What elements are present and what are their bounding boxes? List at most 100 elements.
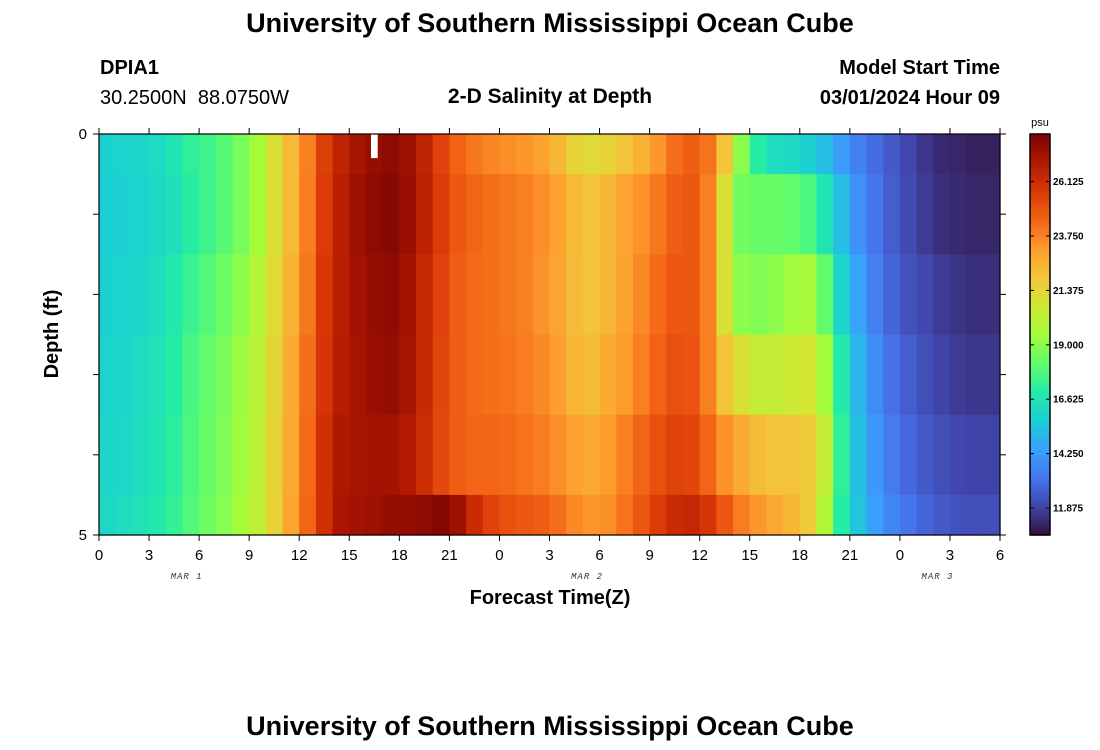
colorbar-segment (1030, 451, 1050, 456)
x-tick-label: 3 (145, 547, 153, 564)
x-tick-label: 9 (245, 547, 253, 564)
colorbar-segment (1030, 367, 1050, 372)
heatmap-cell (899, 494, 918, 536)
heatmap-cell (215, 134, 234, 175)
heatmap-cell (899, 254, 918, 336)
colorbar-segment (1030, 137, 1050, 142)
heatmap-cell (449, 334, 467, 416)
colorbar-segment (1030, 484, 1050, 489)
heatmap-cell (499, 254, 517, 336)
x-tick-label: 18 (391, 547, 408, 564)
colorbar-segment (1030, 528, 1050, 533)
heatmap-cell (382, 414, 400, 496)
heatmap-cell (666, 334, 684, 416)
heatmap-cell (332, 494, 350, 536)
heatmap-cell (716, 414, 734, 496)
page-title: University of Southern Mississippi Ocean… (246, 8, 854, 38)
heatmap-cell (849, 254, 868, 336)
colorbar-segment (1030, 317, 1050, 322)
heatmap-cell (199, 254, 217, 336)
heatmap-cell (749, 334, 768, 416)
heatmap-cell (649, 414, 667, 496)
heatmap-cell (232, 334, 250, 416)
heatmap-cell (532, 334, 551, 416)
heatmap-cell (733, 134, 751, 175)
heatmap-cell (482, 174, 501, 255)
colorbar-segment (1030, 374, 1050, 379)
heatmap-cell (466, 134, 484, 175)
heatmap-cell (916, 134, 934, 175)
heatmap-cell (182, 134, 200, 175)
heatmap-cell (499, 334, 517, 416)
x-tick-label: 21 (441, 547, 458, 564)
colorbar-segment (1030, 418, 1050, 422)
colorbar-segment (1030, 244, 1050, 249)
colorbar-segment (1030, 504, 1050, 509)
heatmap-cell (466, 334, 484, 416)
colorbar-segment (1030, 468, 1050, 473)
heatmap-cell (282, 174, 300, 255)
heatmap-cell (749, 414, 768, 496)
colorbar-segment (1030, 478, 1050, 483)
heatmap-cell (532, 254, 551, 336)
colorbar-segment (1030, 411, 1050, 416)
heatmap-cell (265, 254, 284, 336)
heatmap-cell (849, 334, 868, 416)
heatmap-cell (582, 134, 601, 175)
heatmap-cell (165, 334, 184, 416)
heatmap-cell (199, 174, 217, 255)
heatmap-cell (549, 134, 567, 175)
heatmap-cell (232, 414, 250, 496)
heatmap-cell (265, 174, 284, 255)
colorbar-segment (1030, 167, 1050, 172)
colorbar-segment (1030, 404, 1050, 409)
heatmap-cell (849, 134, 868, 175)
heatmap-cell (365, 174, 384, 255)
colorbar-segment (1030, 294, 1050, 299)
colorbar-segment (1030, 387, 1050, 392)
y-tick-label: 5 (79, 527, 87, 544)
colorbar-segment (1030, 334, 1050, 339)
colorbar-segment (1030, 200, 1050, 205)
heatmap-cell (382, 134, 400, 175)
colorbar-segment (1030, 321, 1050, 326)
heatmap-cell (482, 134, 501, 175)
heatmap-cell (165, 174, 184, 255)
colorbar-segment (1030, 464, 1050, 469)
heatmap-cell (265, 414, 284, 496)
heatmap-cell (966, 494, 984, 536)
heatmap-cell (933, 334, 951, 416)
heatmap-cell (282, 134, 300, 175)
heatmap-cell (766, 494, 784, 536)
heatmap-cell (215, 494, 234, 536)
colorbar-segment (1030, 157, 1050, 162)
heatmap-cell (866, 334, 884, 416)
heatmap-cell (432, 134, 450, 175)
heatmap-cell (349, 174, 367, 255)
colorbar-segment (1030, 494, 1050, 499)
heatmap-cell (866, 254, 884, 336)
heatmap-cell (866, 174, 884, 255)
station-coordinates: 30.2500N 88.0750W (100, 87, 290, 109)
heatmap-cell (566, 494, 584, 536)
heatmap-cell (532, 174, 551, 255)
heatmap-cell (399, 254, 417, 336)
heatmap-cell (682, 254, 701, 336)
heatmap-cell (816, 494, 834, 536)
heatmap-cell (182, 174, 200, 255)
colorbar-segment (1030, 421, 1050, 426)
colorbar-segment (1030, 180, 1050, 185)
model-start-value: 03/01/2024 Hour 09 (819, 87, 1000, 109)
heatmap-cell (482, 254, 501, 336)
heatmap-cell (849, 494, 868, 536)
colorbar-segment (1030, 184, 1050, 189)
colorbar-segment (1030, 254, 1050, 259)
heatmap-cell (666, 414, 684, 496)
heatmap-cell (349, 254, 367, 336)
heatmap-cell (983, 174, 1001, 255)
colorbar-segment (1030, 351, 1050, 356)
x-tick-label: 18 (791, 547, 808, 564)
colorbar-segment (1030, 237, 1050, 242)
colorbar-segment (1030, 357, 1050, 362)
heatmap-cell (783, 494, 801, 536)
